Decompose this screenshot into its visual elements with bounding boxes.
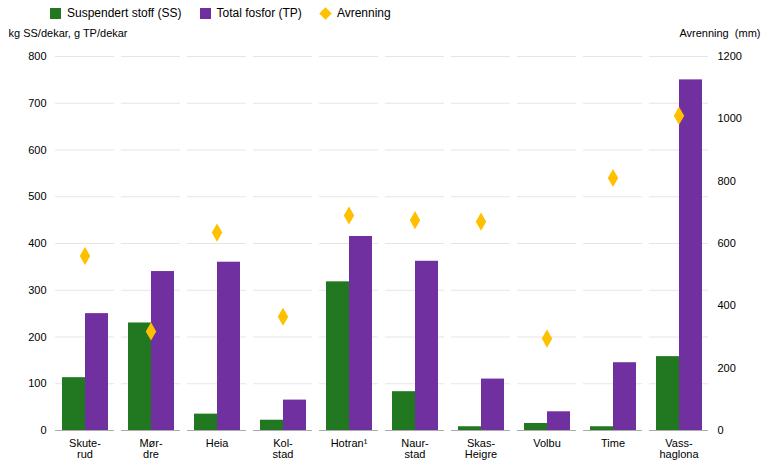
svg-text:Volbu: Volbu xyxy=(533,437,561,449)
svg-text:Vass-haglona: Vass-haglona xyxy=(659,437,699,460)
svg-text:500: 500 xyxy=(28,190,46,202)
svg-text:0: 0 xyxy=(718,424,724,436)
svg-text:Time: Time xyxy=(601,437,625,449)
svg-text:Heia: Heia xyxy=(206,437,230,449)
html-text:Avrenning: Avrenning xyxy=(336,6,391,20)
svg-text:800: 800 xyxy=(718,175,736,187)
svg-text:0: 0 xyxy=(40,424,46,436)
svg-text:400: 400 xyxy=(718,299,736,311)
svg-text:Skas-Heigre: Skas-Heigre xyxy=(465,437,497,460)
svg-text:Naur-stad: Naur-stad xyxy=(401,437,429,460)
svg-text:800: 800 xyxy=(28,50,46,62)
html-text:Suspendert stoff (SS): Suspendert stoff (SS) xyxy=(67,6,182,20)
svg-text:300: 300 xyxy=(28,284,46,296)
svg-text:600: 600 xyxy=(718,237,736,249)
svg-text:600: 600 xyxy=(28,144,46,156)
svg-text:200: 200 xyxy=(718,362,736,374)
svg-text:kg SS/dekar, g TP/dekar: kg SS/dekar, g TP/dekar xyxy=(9,27,128,39)
svg-text:1200: 1200 xyxy=(718,50,742,62)
svg-text:Mør-dre: Mør-dre xyxy=(139,437,163,460)
svg-text:Kol-stad: Kol-stad xyxy=(273,437,294,460)
svg-text:Hotran¹: Hotran¹ xyxy=(331,437,368,449)
svg-text:700: 700 xyxy=(28,97,46,109)
svg-text:1000: 1000 xyxy=(718,112,742,124)
svg-text:Avrenning (mm): Avrenning (mm) xyxy=(679,27,760,39)
svg-text:200: 200 xyxy=(28,331,46,343)
svg-text:100: 100 xyxy=(28,377,46,389)
svg-text:Skute-rud: Skute-rud xyxy=(69,437,101,460)
svg-text:400: 400 xyxy=(28,237,46,249)
html-text:Total fosfor (TP): Total fosfor (TP) xyxy=(216,6,302,20)
